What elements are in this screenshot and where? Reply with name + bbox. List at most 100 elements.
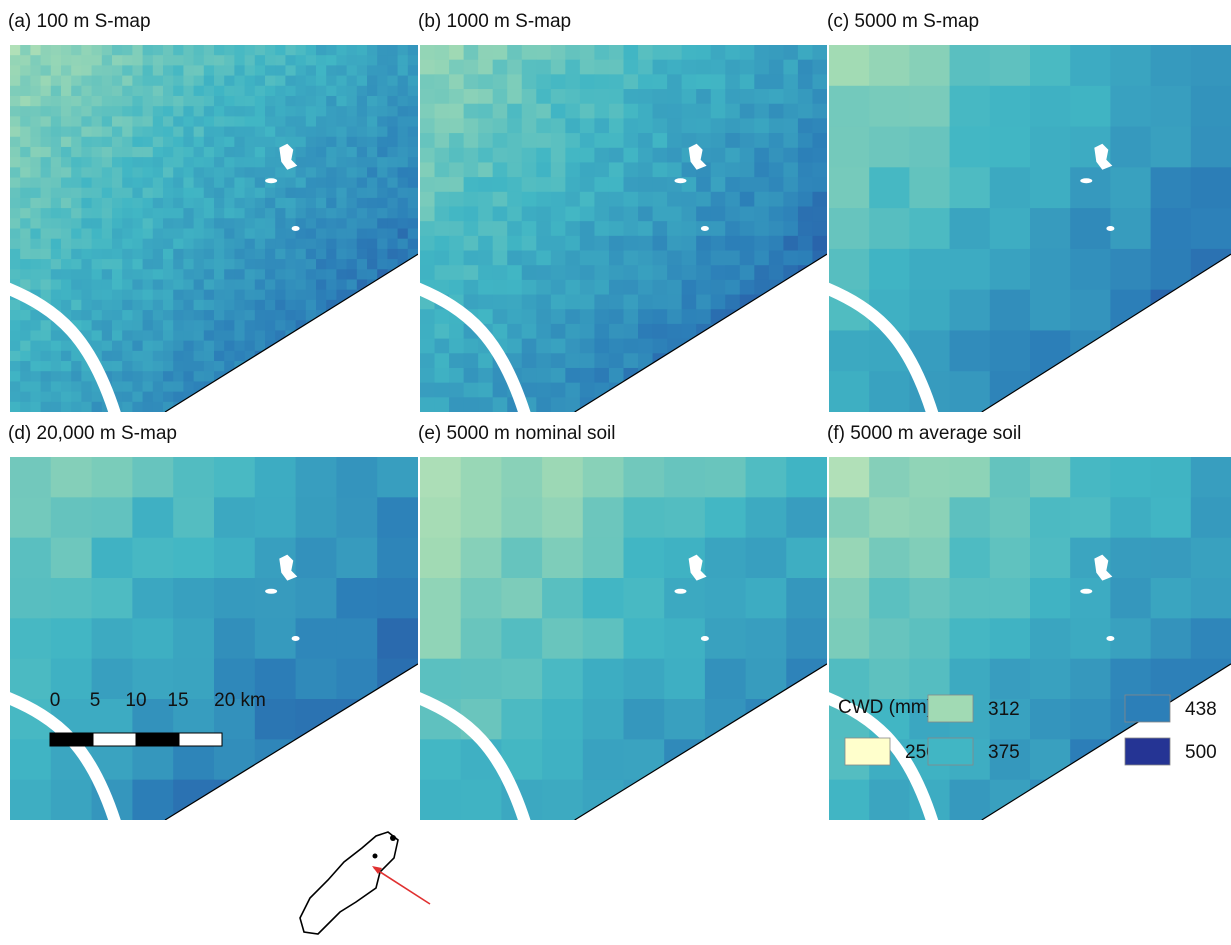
raster-cell — [254, 85, 266, 97]
raster-cell — [754, 147, 770, 163]
raster-cell — [356, 126, 368, 138]
raster-cell — [305, 208, 317, 219]
raster-cell — [1150, 126, 1192, 168]
raster-cell — [244, 340, 256, 352]
raster-cell — [305, 259, 317, 270]
raster-cell — [214, 340, 225, 352]
raster-cell — [949, 45, 991, 87]
raster-cell — [797, 250, 813, 266]
raster-cell — [316, 95, 327, 107]
raster-cell — [203, 310, 215, 321]
raster-cell — [397, 238, 409, 250]
raster-cell — [10, 739, 52, 781]
raster-cell — [122, 187, 133, 199]
raster-cell — [50, 537, 93, 579]
raster-cell — [81, 289, 93, 301]
scale-segment — [49, 732, 94, 747]
raster-cell — [783, 191, 799, 207]
raster-cell — [608, 235, 624, 252]
raster-cell — [244, 55, 256, 66]
raster-cell — [336, 167, 348, 179]
raster-cell — [234, 299, 246, 311]
raster-cell — [579, 89, 595, 105]
raster-cell — [356, 208, 368, 219]
raster-cell — [142, 85, 154, 97]
raster-cell — [501, 618, 543, 660]
raster-cell — [725, 265, 741, 281]
raster-cell — [754, 250, 770, 266]
raster-cell — [565, 206, 581, 222]
raster-cell — [346, 259, 358, 270]
raster-cell — [193, 228, 205, 240]
raster-cell — [20, 75, 31, 87]
raster-cell — [623, 618, 665, 660]
raster-cell — [173, 381, 184, 393]
raster-cell — [203, 126, 215, 138]
raster-cell — [40, 106, 52, 117]
raster-cell — [101, 55, 113, 66]
raster-cell — [521, 191, 537, 207]
raster-cell — [608, 279, 624, 296]
raster-cell — [434, 162, 450, 178]
raster-cell — [20, 85, 31, 97]
raster-cell — [397, 45, 409, 56]
raster-cell — [812, 191, 827, 207]
raster-cell — [1030, 126, 1071, 168]
raster-cell — [582, 497, 624, 539]
raster-cell — [664, 457, 706, 498]
raster-cell — [449, 191, 465, 207]
raster-cell — [265, 259, 276, 270]
raster-cell — [173, 106, 184, 117]
raster-cell — [91, 167, 103, 179]
raster-cell — [254, 126, 266, 138]
raster-cell — [507, 74, 523, 90]
raster-cell — [909, 658, 951, 700]
raster-cell — [397, 228, 409, 240]
raster-cell — [434, 309, 450, 325]
raster-cell — [407, 248, 418, 260]
raster-cell — [101, 299, 113, 311]
raster-cell — [579, 250, 595, 266]
raster-cell — [50, 350, 62, 362]
raster-cell — [163, 106, 174, 117]
raster-cell — [652, 294, 668, 310]
raster-cell — [71, 248, 82, 260]
raster-cell — [1190, 126, 1231, 168]
raster-cell — [869, 457, 910, 498]
raster-cell — [81, 391, 93, 403]
raster-cell — [507, 309, 523, 325]
raster-cell — [565, 265, 581, 281]
raster-cell — [254, 106, 266, 117]
raster-cell — [316, 136, 327, 148]
raster-cell — [265, 136, 276, 148]
raster-cell — [183, 157, 195, 168]
raster-cell — [478, 206, 494, 222]
raster-cell — [542, 699, 584, 740]
raster-cell — [203, 85, 215, 97]
raster-cell — [696, 45, 712, 61]
raster-cell — [214, 299, 225, 311]
raster-cell — [594, 279, 610, 296]
raster-cell — [30, 401, 42, 412]
raster-cell — [254, 289, 266, 301]
raster-cell — [50, 75, 62, 87]
raster-cell — [40, 401, 52, 412]
raster-cell — [81, 45, 93, 56]
raster-cell — [725, 103, 741, 119]
raster-cell — [377, 65, 388, 77]
raster-cell — [142, 187, 154, 199]
raster-cell — [285, 85, 297, 97]
raster-cell — [193, 55, 205, 66]
raster-cell — [163, 75, 174, 87]
raster-cell — [112, 238, 123, 250]
raster-cell — [704, 537, 747, 579]
raster-cell — [132, 146, 144, 158]
raster-cell — [285, 248, 297, 260]
raster-cell — [326, 177, 337, 189]
raster-cell — [173, 371, 184, 382]
raster-cell — [579, 221, 595, 237]
raster-cell — [173, 146, 184, 158]
raster-cell — [193, 146, 205, 158]
raster-cell — [623, 162, 639, 178]
raster-cell — [550, 147, 566, 163]
